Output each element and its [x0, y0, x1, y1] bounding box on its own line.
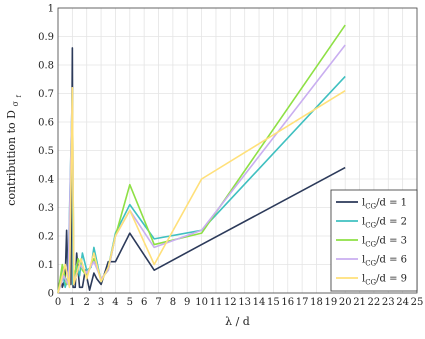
- y-tick-label: 0.8: [38, 61, 54, 72]
- x-tick-label: 3: [98, 297, 104, 308]
- y-axis-label-subsubscript: f: [16, 95, 23, 98]
- x-tick-label: 21: [353, 297, 366, 308]
- legend-label-3: lCG/d = 3: [362, 236, 407, 249]
- axes: [57, 7, 418, 294]
- y-tick-label: 0.9: [38, 32, 54, 43]
- legend-label-2: lCG/d = 2: [362, 217, 407, 230]
- y-axis-label-subscript: σ: [11, 101, 20, 107]
- y-tick-label: 1: [48, 4, 54, 15]
- y-axis-label: contribution to D σ f: [5, 95, 23, 206]
- y-tick-label: 0.7: [38, 89, 54, 100]
- x-tick-label: 25: [411, 297, 424, 308]
- y-tick-label: 0.4: [38, 175, 54, 186]
- series-lines: [57, 24, 346, 294]
- x-tick-label: 24: [396, 297, 409, 308]
- x-tick-label: 17: [296, 297, 309, 308]
- x-tick-label: 6: [141, 297, 147, 308]
- y-tick-label: 0.3: [38, 203, 54, 214]
- series-line-5: [57, 87, 346, 294]
- x-tick-label: 15: [267, 297, 280, 308]
- legend-label-4: lCG/d = 6: [362, 255, 407, 268]
- y-tick-label: 0.1: [38, 260, 54, 271]
- x-tick-label: 18: [310, 297, 323, 308]
- y-tick-label: 0.2: [38, 232, 54, 243]
- plot-frame: [57, 7, 418, 294]
- x-tick-label: 11: [210, 297, 223, 308]
- x-tick-label: 2: [84, 297, 90, 308]
- x-tick-label: 8: [170, 297, 176, 308]
- legend-label-1: lCG/d = 1: [362, 198, 407, 211]
- y-tick-label: 0.6: [38, 118, 54, 129]
- x-tick-label: 1: [69, 297, 75, 308]
- x-tick-label: 10: [195, 297, 208, 308]
- x-tick-label: 16: [281, 297, 294, 308]
- x-tick-label: 12: [224, 297, 237, 308]
- y-axis-label-main: contribution to D: [5, 110, 18, 206]
- x-tick-label: 23: [382, 297, 395, 308]
- x-tick-label: 7: [155, 297, 161, 308]
- x-tick-label: 9: [184, 297, 190, 308]
- legend-label-5: lCG/d = 9: [362, 274, 407, 287]
- series-line-1: [57, 47, 346, 294]
- tick-labels: 0 1 2 3 4 5 6 7 8 9 10 11 12 13 14 15 16 17 18 19 20 21 22 23 24…: [38, 4, 423, 309]
- x-tick-label: 13: [238, 297, 251, 308]
- x-tick-label: 0: [55, 297, 61, 308]
- y-tick-label: 0.5: [38, 146, 54, 157]
- x-axis-label: λ / d: [225, 315, 250, 328]
- legend: lCG/d = 1 lCG/d = 2 lCG/d = 3 lCG/d = 6 lCG/…: [330, 189, 418, 292]
- y-tick-label: 0: [48, 289, 54, 300]
- x-tick-label: 14: [253, 297, 266, 308]
- series-line-4: [57, 44, 346, 294]
- x-tick-label: 22: [368, 297, 381, 308]
- x-tick-label: 19: [324, 297, 337, 308]
- x-tick-label: 5: [127, 297, 133, 308]
- x-tick-label: 20: [339, 297, 352, 308]
- x-tick-label: 4: [112, 297, 118, 308]
